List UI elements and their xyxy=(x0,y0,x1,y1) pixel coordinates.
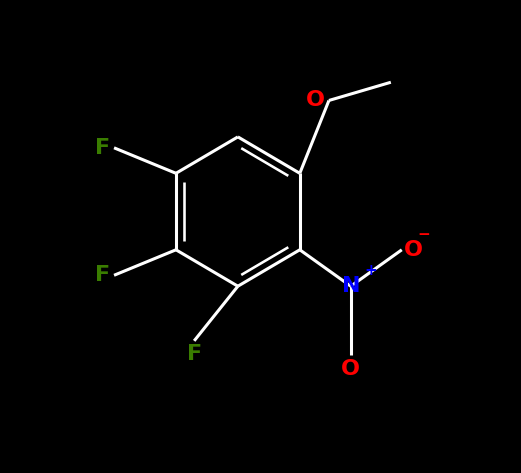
Text: O: O xyxy=(404,240,423,260)
Text: +: + xyxy=(365,263,377,278)
Text: F: F xyxy=(95,138,110,158)
Text: −: − xyxy=(417,227,430,242)
Text: N: N xyxy=(342,276,360,296)
Text: O: O xyxy=(306,90,325,111)
Text: F: F xyxy=(95,265,110,285)
Text: O: O xyxy=(341,359,361,379)
Text: F: F xyxy=(187,344,202,365)
